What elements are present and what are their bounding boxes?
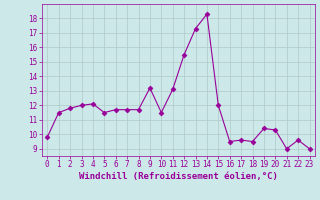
X-axis label: Windchill (Refroidissement éolien,°C): Windchill (Refroidissement éolien,°C) bbox=[79, 172, 278, 181]
